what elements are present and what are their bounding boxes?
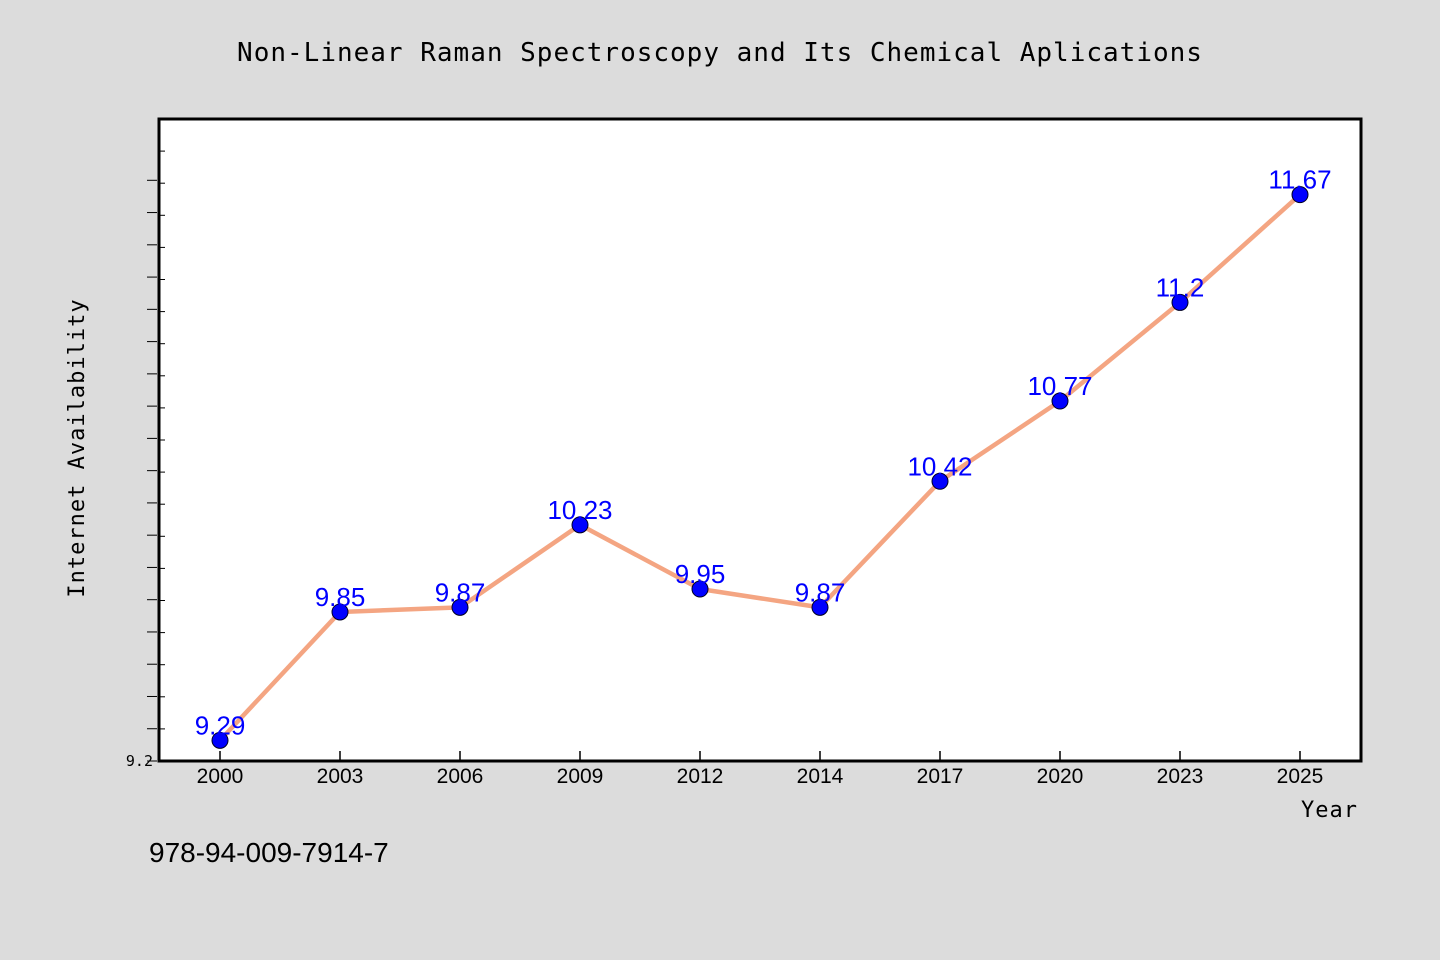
data-label: 9.87 xyxy=(435,577,486,607)
data-label: 10.77 xyxy=(1027,371,1092,401)
data-point xyxy=(691,580,709,598)
data-point xyxy=(1051,392,1069,410)
data-label: 10.42 xyxy=(907,451,972,481)
data-label: 9.95 xyxy=(675,559,726,589)
data-point xyxy=(811,598,829,616)
x-axis-label: Year xyxy=(1301,798,1358,823)
x-tick-label: 2009 xyxy=(557,765,604,788)
x-ticks: 2000 2003 2006 2009 2012 2014 2017 2020 2023 2025 xyxy=(197,751,1324,788)
data-points xyxy=(211,186,1309,749)
data-point xyxy=(571,516,589,534)
data-point xyxy=(451,598,469,616)
data-point xyxy=(211,731,229,749)
x-tick-label: 2012 xyxy=(677,765,724,788)
data-label: 11.67 xyxy=(1268,165,1331,195)
data-label: 9.29 xyxy=(195,710,246,740)
x-tick-label: 2014 xyxy=(797,765,844,788)
data-point xyxy=(1171,293,1189,311)
data-point xyxy=(931,472,949,490)
data-label: 9.87 xyxy=(795,577,846,607)
data-point xyxy=(1291,186,1309,204)
x-tick-label: 2000 xyxy=(197,765,244,788)
chart-title: Non-Linear Raman Spectroscopy and Its Ch… xyxy=(237,38,1203,68)
series-line xyxy=(217,192,1303,743)
data-label: 11.2 xyxy=(1156,272,1205,302)
footer-isbn: 978-94-009-7914-7 xyxy=(149,837,389,868)
x-tick-label: 2006 xyxy=(437,765,484,788)
x-tick-label: 2023 xyxy=(1157,765,1204,788)
y-minor-ticks xyxy=(147,150,165,762)
data-labels: 9.29 9.85 9.87 10.23 9.95 9.87 10.42 10.77 11.2 1… xyxy=(195,165,1332,741)
data-label: 9.85 xyxy=(315,582,366,612)
data-point xyxy=(331,603,349,621)
x-tick-label: 2003 xyxy=(317,765,364,788)
x-tick-label: 2020 xyxy=(1037,765,1084,788)
series-line-group xyxy=(217,192,1303,743)
x-tick-label: 2017 xyxy=(917,765,964,788)
data-label: 10.23 xyxy=(547,495,612,525)
y-axis-label: Internet Availability xyxy=(65,298,90,597)
y-tick-label: 9.2 xyxy=(126,752,153,770)
plot-area xyxy=(157,117,1363,763)
x-tick-label: 2025 xyxy=(1277,765,1324,788)
